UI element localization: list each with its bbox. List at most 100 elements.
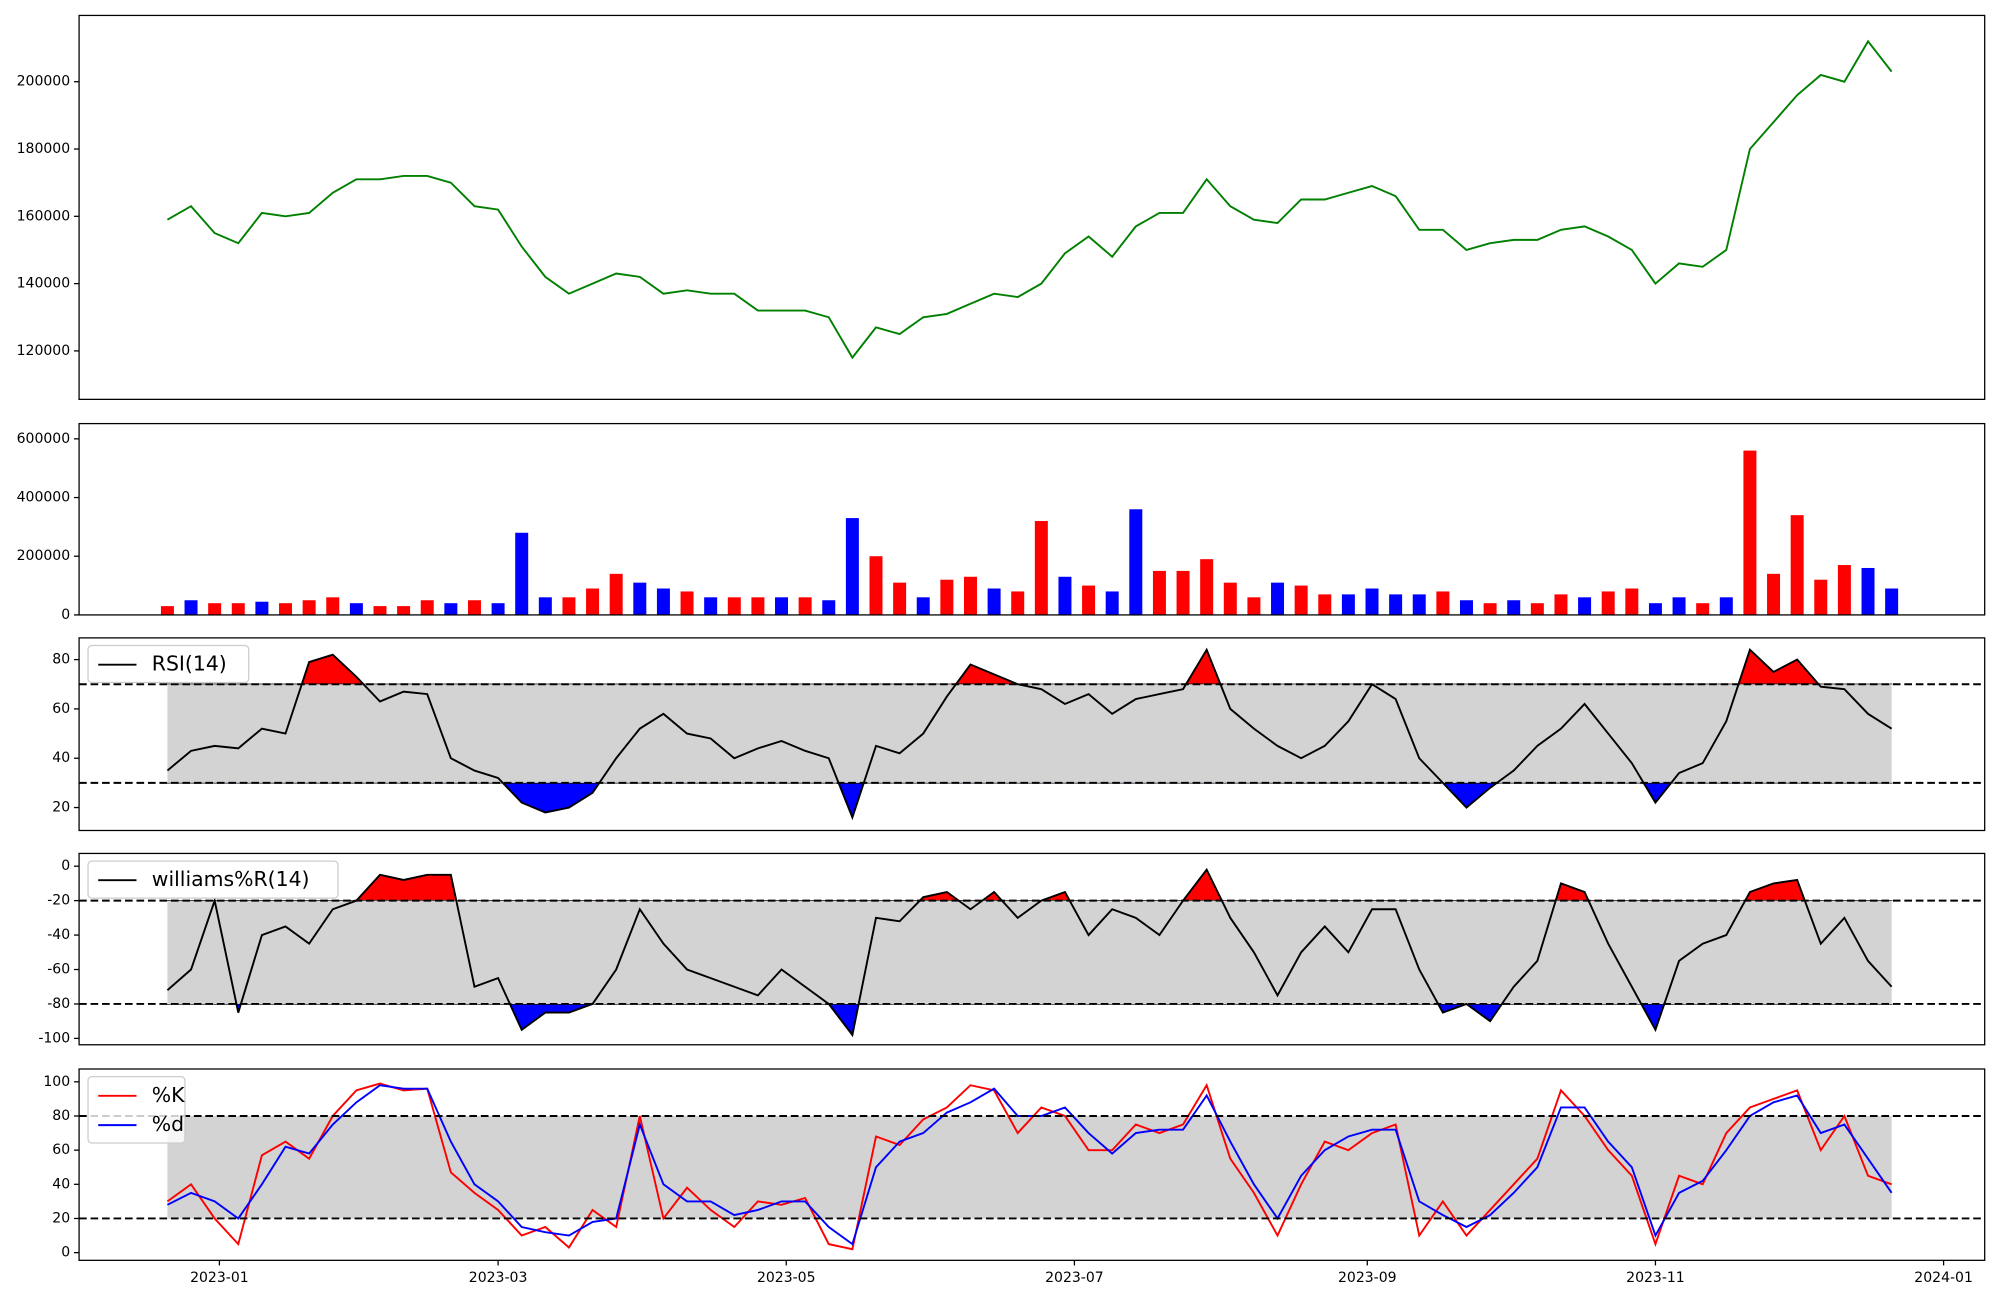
bar [373,606,387,615]
legend: williams%R(14) [87,860,339,899]
bar [231,603,245,615]
bar [963,576,977,615]
bar [538,597,552,615]
bar [1318,594,1332,615]
y-tick-label: 20 [52,1210,70,1226]
bar [208,603,222,615]
bar [1719,597,1733,615]
legend-label: %K [152,1083,185,1107]
bar [727,597,741,615]
bar [515,532,529,615]
bar [1223,582,1237,615]
legend-label: %d [152,1112,184,1136]
legend: %K %d [87,1076,186,1144]
y-tick-label: 200000 [17,548,71,564]
band [167,900,1892,1004]
bar [1790,515,1804,615]
x-tick-label: 2023-11 [1626,1270,1685,1286]
y-tick-label: 80 [52,1108,70,1124]
y-tick-label: 0 [61,607,70,623]
y-tick-label: 40 [52,750,70,766]
bar [1436,591,1450,615]
bar [1483,603,1497,615]
bar [1743,450,1757,615]
y-tick-label: 0 [61,1245,70,1261]
bar [751,597,765,615]
bar [302,600,316,615]
x-tick-label: 2023-09 [1338,1270,1397,1286]
bar [869,556,883,615]
legend-box [87,860,339,899]
bar [1034,521,1048,615]
bar [1058,576,1072,615]
y-tick-label: 140000 [17,276,71,292]
bar [1176,570,1190,615]
bar [420,600,434,615]
y-tick-label: 80 [52,652,70,668]
series-line [166,1082,1892,1251]
bar [160,606,174,615]
y-tick-label: 160000 [17,208,71,224]
series-line [166,867,1893,1038]
series-line [166,1084,1893,1246]
bar [1389,594,1403,615]
bar [1082,585,1096,615]
bar [444,603,458,615]
y-tick-label: 600000 [17,431,71,447]
y-tick-label: -40 [47,927,70,943]
bar [279,603,293,615]
bar [1152,570,1166,615]
panel: 0 20 40 60 80 100 2023-01 2023-03 2023-05 2023-07… [43,1068,1986,1286]
bar [397,606,411,615]
bar [255,601,269,615]
bar [633,582,647,615]
bar [1625,588,1639,615]
bar [326,597,340,615]
series-line [166,39,1893,360]
y-tick-label: 60 [52,1142,70,1158]
bar [1696,603,1710,615]
y-tick-label: 180000 [17,141,71,157]
y-tick-label: 0 [61,858,70,874]
legend: RSI(14) [87,644,250,684]
bar [491,603,505,615]
series-line [166,647,1893,821]
bar [1459,600,1473,615]
bar [1861,567,1875,615]
y-tick-label: -20 [47,893,70,909]
y-tick-label: 120000 [17,343,71,359]
panel: 120000 140000 160000 180000 200000 [17,14,1986,400]
y-tick-label: -80 [47,996,70,1012]
bar [1601,591,1615,615]
bar [916,597,930,615]
legend-label: williams%R(14) [152,867,310,891]
band [167,684,1892,783]
bar [1578,597,1592,615]
bar [893,582,907,615]
y-tick-label: -100 [38,1030,70,1046]
bar [349,603,363,615]
x-tick-label: 2023-03 [469,1270,528,1286]
bar [1294,585,1308,615]
bar [940,579,954,615]
bar [1412,594,1426,615]
legend-box [87,644,250,684]
bar [1672,597,1686,615]
y-tick-label: -60 [47,962,70,978]
x-tick-label: 2024-01 [1914,1270,1973,1286]
bar [184,600,198,615]
bar [704,597,718,615]
bar [1648,603,1662,615]
y-tick-label: 100 [43,1074,70,1090]
y-tick-label: 60 [52,701,70,717]
axes-frame [78,1068,1986,1261]
bar [1129,509,1143,615]
y-tick-label: 40 [52,1176,70,1192]
x-tick-label: 2023-07 [1045,1270,1104,1286]
band [167,1115,1892,1219]
bar [1200,559,1214,615]
axes-frame [78,422,1986,616]
bar [1885,588,1899,615]
bar [1011,591,1025,615]
bar [1767,573,1781,615]
